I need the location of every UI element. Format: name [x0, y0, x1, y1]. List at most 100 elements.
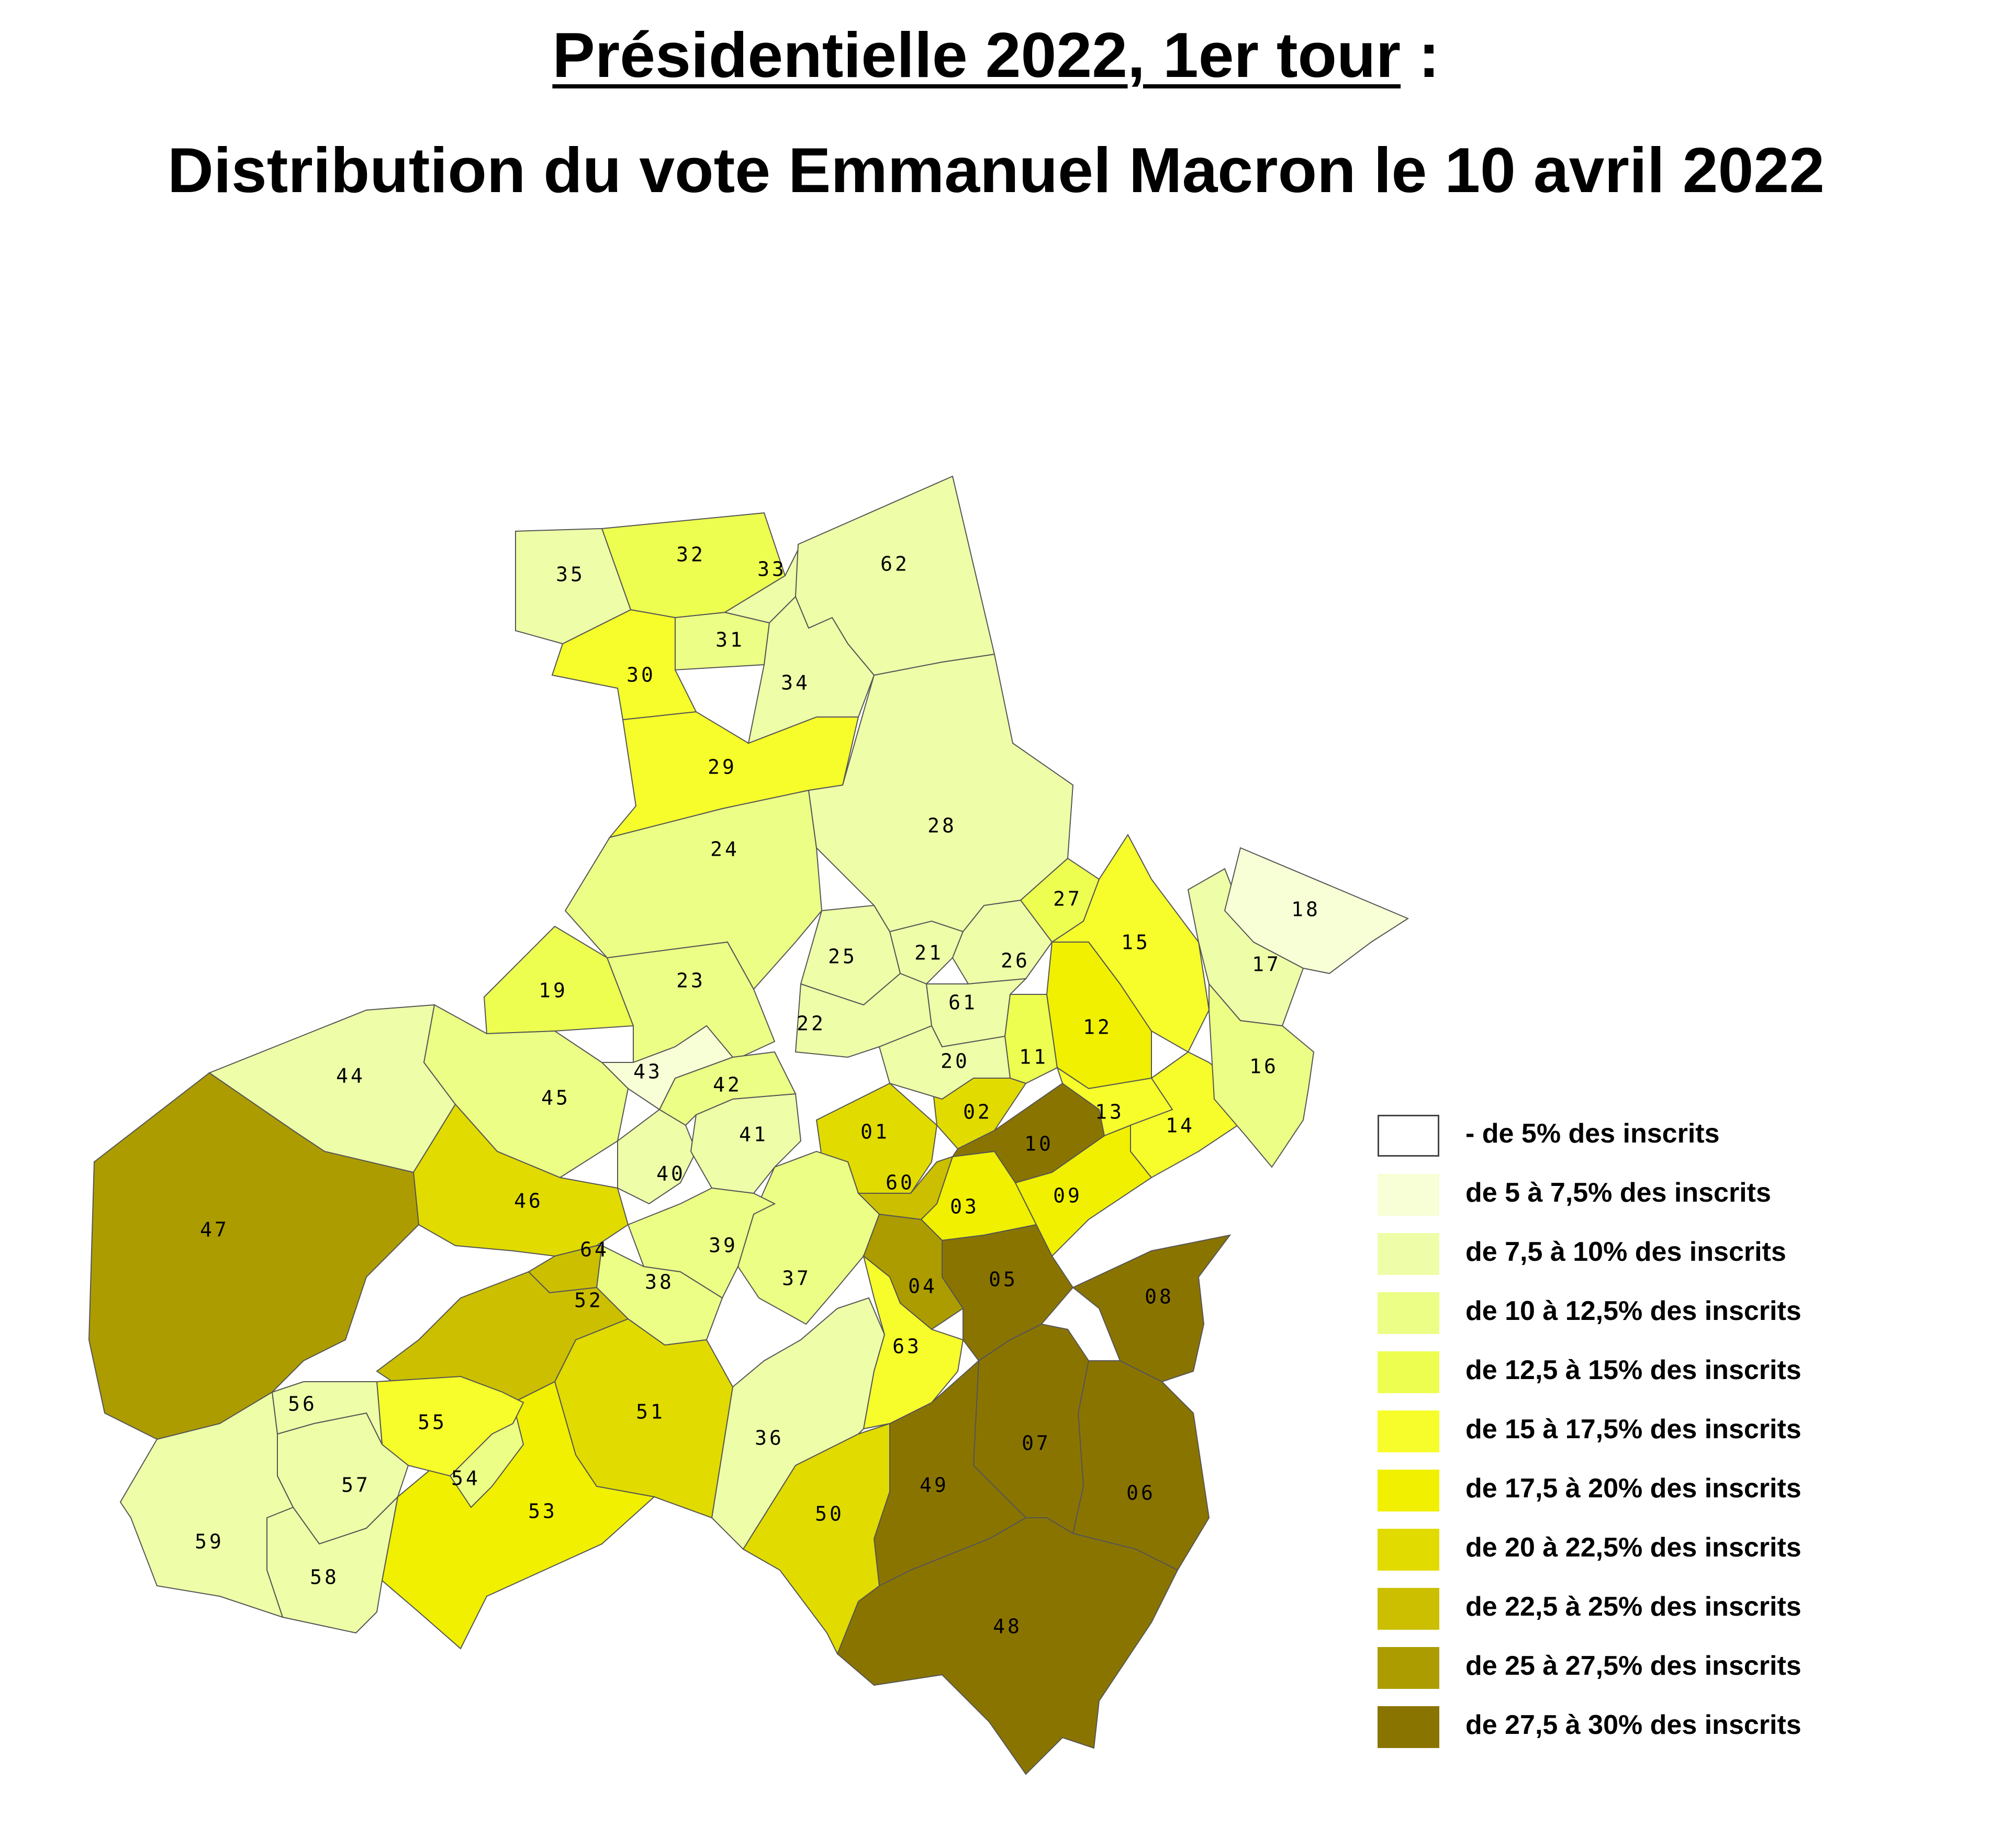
map-zone-label-45: 45 — [541, 1087, 570, 1110]
legend-label: de 27,5 à 30% des inscrits — [1465, 1710, 1801, 1740]
map-zone-label-27: 27 — [1053, 888, 1082, 911]
map-zone-label-57: 57 — [341, 1474, 371, 1497]
map-zone-label-16: 16 — [1249, 1055, 1279, 1078]
map-zone-45 — [423, 1004, 629, 1179]
map-zone-63 — [863, 1255, 964, 1430]
map-zone-labels: 01 02 03 04 05 06 07 08 09 10 11 12 13 14 15 16 17 18 19 20… — [195, 543, 1320, 1638]
map-zone-label-23: 23 — [676, 969, 706, 992]
map-zone-label-11: 11 — [1019, 1046, 1048, 1069]
map-zone-label-01: 01 — [860, 1121, 890, 1144]
legend-swatch — [1378, 1470, 1439, 1511]
legend-label: de 10 à 12,5% des inscrits — [1465, 1296, 1801, 1326]
legend-swatch — [1378, 1351, 1439, 1393]
legend-label: de 20 à 22,5% des inscrits — [1465, 1532, 1801, 1563]
map-zone-label-28: 28 — [927, 814, 957, 837]
map-zone-label-43: 43 — [633, 1060, 663, 1083]
legend-item: de 10 à 12,5% des inscrits — [1371, 1292, 1947, 1336]
legend-item: de 5 à 7,5% des inscrits — [1371, 1174, 1947, 1218]
map-zone-label-49: 49 — [920, 1474, 949, 1497]
legend-swatch — [1378, 1588, 1439, 1630]
map-zone-62 — [794, 475, 995, 676]
map-zone-label-05: 05 — [989, 1268, 1018, 1291]
map-zone-label-50: 50 — [815, 1503, 844, 1526]
map-zone-label-36: 36 — [755, 1427, 784, 1450]
legend-label: de 17,5 à 20% des inscrits — [1465, 1473, 1801, 1504]
map-zone-label-26: 26 — [1001, 949, 1030, 972]
map-zone-18 — [1224, 847, 1409, 975]
legend-label: de 12,5 à 15% des inscrits — [1465, 1355, 1801, 1385]
map-zone-label-18: 18 — [1291, 898, 1320, 921]
map-zone-label-37: 37 — [782, 1267, 811, 1290]
map-zone-label-21: 21 — [914, 942, 944, 965]
map-zone-label-13: 13 — [1095, 1101, 1124, 1124]
map-zone-label-44: 44 — [336, 1065, 365, 1088]
legend-swatch — [1378, 1647, 1439, 1689]
legend-swatch — [1378, 1706, 1439, 1748]
legend-item: de 17,5 à 20% des inscrits — [1371, 1470, 1947, 1514]
map-zone-label-56: 56 — [288, 1393, 317, 1416]
map-title-underlined: Présidentielle 2022, 1er tour — [552, 19, 1401, 91]
map-zone-label-09: 09 — [1053, 1184, 1082, 1207]
map-zone-label-22: 22 — [797, 1012, 826, 1035]
map-zone-label-33: 33 — [757, 558, 787, 581]
legend-item: de 22,5 à 25% des inscrits — [1371, 1588, 1947, 1632]
map-title-suffix: : — [1401, 19, 1440, 91]
map-zone-35 — [515, 528, 632, 645]
map-zone-label-54: 54 — [451, 1467, 480, 1490]
map-zone-08 — [1072, 1234, 1232, 1383]
legend-label: de 15 à 17,5% des inscrits — [1465, 1414, 1801, 1444]
map-zone-label-63: 63 — [892, 1335, 922, 1358]
map-zone-label-39: 39 — [709, 1234, 738, 1257]
map-zone-28 — [808, 653, 1074, 933]
legend-item: de 27,5 à 30% des inscrits — [1371, 1706, 1947, 1750]
map-zone-label-07: 07 — [1022, 1432, 1051, 1455]
map-zone-29 — [608, 711, 859, 838]
map-zone-label-62: 62 — [880, 553, 910, 576]
map-zone-label-51: 51 — [636, 1401, 665, 1424]
map-zone-label-32: 32 — [676, 543, 706, 566]
legend-item: de 7,5 à 10% des inscrits — [1371, 1233, 1947, 1277]
legend-label: de 5 à 7,5% des inscrits — [1465, 1178, 1771, 1208]
map-zone-label-55: 55 — [418, 1411, 447, 1434]
map-zone-label-48: 48 — [993, 1615, 1022, 1638]
map-zone-label-10: 10 — [1024, 1133, 1054, 1156]
map-zone-47 — [88, 1072, 420, 1440]
map-zone-label-24: 24 — [710, 838, 740, 861]
map-zones — [88, 475, 1409, 1775]
map-zone-label-29: 29 — [708, 756, 737, 779]
legend-label: - de 5% des inscrits — [1465, 1118, 1720, 1149]
map-zone-label-19: 19 — [539, 979, 568, 1002]
map-zone-label-03: 03 — [950, 1195, 979, 1218]
map-zone-label-31: 31 — [715, 629, 745, 652]
map-zone-label-38: 38 — [645, 1271, 674, 1294]
map-zone-label-60: 60 — [886, 1171, 915, 1194]
map-zone-label-06: 06 — [1126, 1482, 1156, 1505]
map-zone-label-41: 41 — [739, 1123, 768, 1146]
map-zone-label-61: 61 — [948, 991, 978, 1014]
map-zone-label-30: 30 — [626, 664, 656, 687]
legend-swatch — [1378, 1410, 1439, 1452]
map-zone-label-64: 64 — [580, 1238, 609, 1261]
legend-item: - de 5% des inscrits — [1371, 1115, 1947, 1159]
map-zone-label-42: 42 — [713, 1073, 742, 1096]
map-title-line2: Distribution du vote Emmanuel Macron le … — [167, 135, 1825, 206]
map-zone-label-20: 20 — [941, 1050, 970, 1073]
legend-item: de 20 à 22,5% des inscrits — [1371, 1529, 1947, 1573]
legend-item: de 15 à 17,5% des inscrits — [1371, 1410, 1947, 1454]
map-zone-43 — [600, 1025, 734, 1111]
legend-label: de 25 à 27,5% des inscrits — [1465, 1651, 1801, 1681]
map-zone-label-04: 04 — [908, 1275, 937, 1298]
map-zone-label-02: 02 — [963, 1101, 992, 1124]
legend-swatch — [1378, 1115, 1439, 1157]
map-zone-label-15: 15 — [1121, 931, 1150, 954]
map-zone-label-52: 52 — [574, 1289, 603, 1312]
legend-label: de 22,5 à 25% des inscrits — [1465, 1592, 1801, 1622]
map-zone-61 — [925, 978, 1027, 1048]
legend-swatch — [1378, 1292, 1439, 1334]
legend-label: de 7,5 à 10% des inscrits — [1465, 1237, 1786, 1267]
map-zone-64 — [528, 1245, 603, 1294]
map-zone-label-40: 40 — [656, 1162, 686, 1185]
map-zone-label-14: 14 — [1166, 1114, 1195, 1137]
map-zone-60 — [857, 1156, 954, 1220]
